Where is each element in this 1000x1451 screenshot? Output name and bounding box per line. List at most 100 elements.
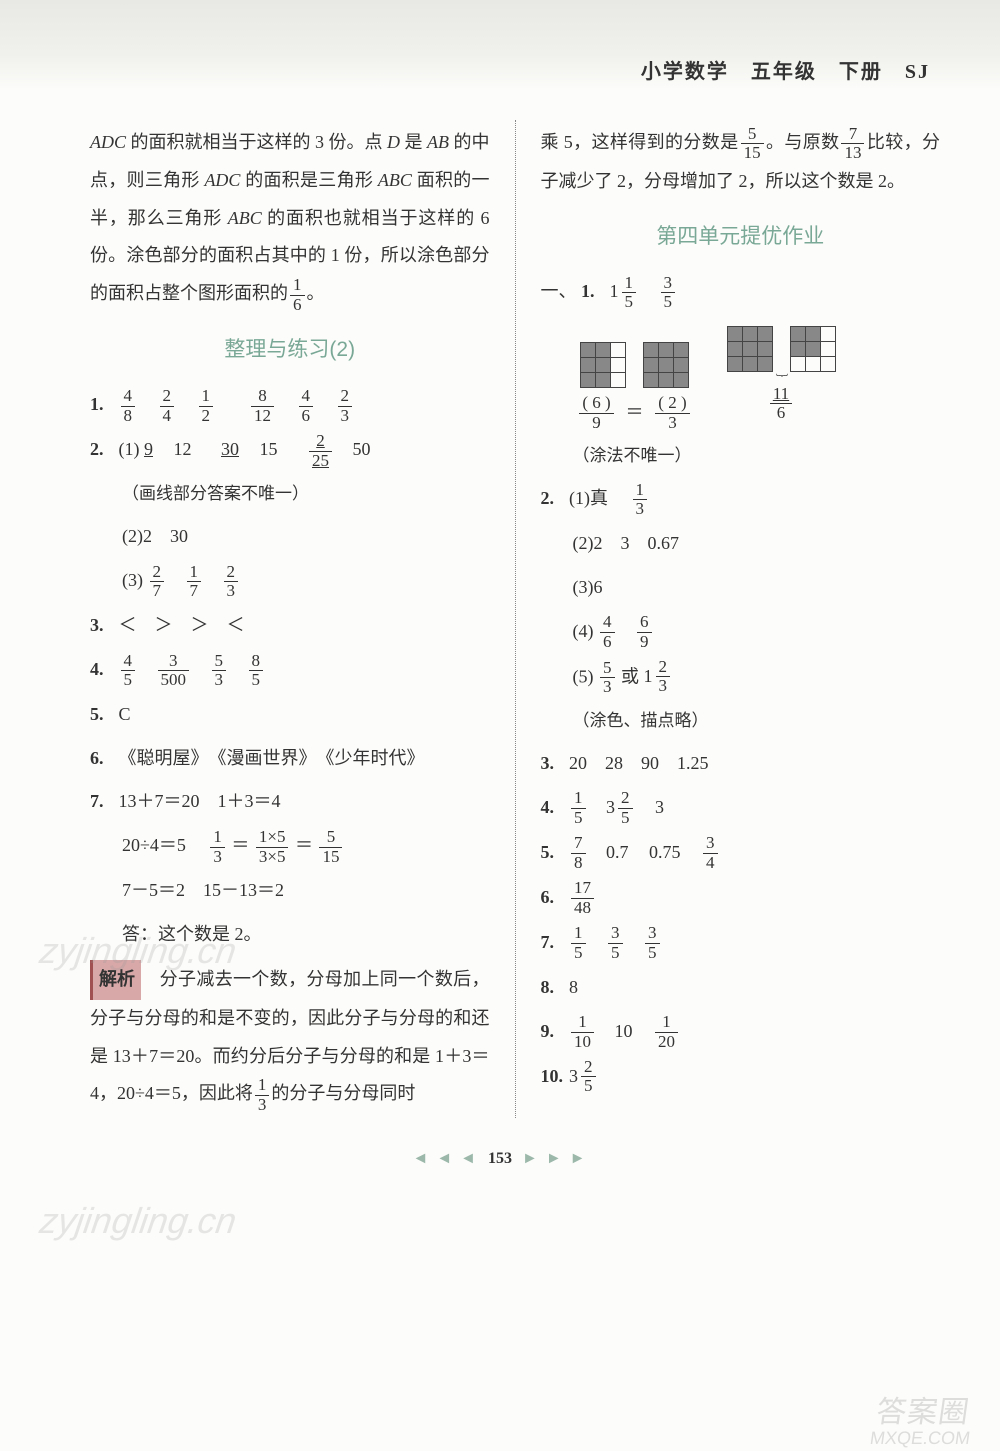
t: ABC <box>378 170 412 190</box>
q2-3: (3) 27 17 23 <box>90 562 490 601</box>
arrow-right-icon: ► ► ► <box>522 1150 588 1167</box>
q4: 4. 45 3500 53 85 <box>90 651 490 690</box>
lbl: (1) <box>119 439 140 459</box>
f: 35 <box>608 924 623 962</box>
mixed: 325 <box>569 1058 598 1096</box>
r-q2-note: （涂色、描点略） <box>541 703 941 739</box>
r-q4: 4. 15 325 3 <box>541 789 941 828</box>
r-q1-note: （涂法不唯一） <box>541 438 941 474</box>
analysis-label: 解析 <box>90 960 141 1000</box>
t: 的面积就相当于这样的 3 份。点 <box>126 132 387 152</box>
f: 13 <box>633 481 648 519</box>
t: 20 28 90 1.25 <box>569 753 709 773</box>
v: 50 <box>353 431 371 469</box>
f: 46 <box>600 613 615 651</box>
cont-para: 乘 5，这样得到的分数是515。与原数713比较，分子减少了 2，分母增加了 2… <box>541 124 941 201</box>
t: ADC <box>204 170 240 190</box>
or: 或 <box>621 666 644 686</box>
f: 12 <box>199 387 214 425</box>
watermark-url: MXQE.COM <box>869 1428 972 1449</box>
header-band: 小学数学 五年级 下册 SJ <box>0 0 1000 90</box>
qn: 8. <box>541 969 565 1007</box>
page: 小学数学 五年级 下册 SJ ADC 的面积就相当于这样的 3 份。点 D 是 … <box>0 0 1000 1451</box>
r-q2-1: 2. (1)真 13 <box>541 480 941 519</box>
t: 13＋7＝20 1＋3＝4 <box>119 791 281 811</box>
lbl: (3) <box>122 570 143 590</box>
t: ＝ <box>231 835 249 855</box>
t: C <box>119 704 131 724</box>
f: 225 <box>309 432 332 470</box>
v: 0.75 <box>649 834 681 872</box>
r-q2-3: (3)6 <box>541 569 941 607</box>
mixed: 115 <box>610 273 639 312</box>
q2-1: 2. (1) 9 12 30 15 225 50 <box>90 431 490 470</box>
r-q2-2: (2)2 3 0.67 <box>541 525 941 563</box>
f: 23 <box>338 387 353 425</box>
r-q7: 7. 15 35 35 <box>541 924 941 963</box>
qn: 4. <box>541 789 565 827</box>
qn: 3. <box>541 745 565 783</box>
qn: 5. <box>541 834 565 872</box>
content-columns: ADC 的面积就相当于这样的 3 份。点 D 是 AB 的中点，则三角形 ADC… <box>0 90 1000 1138</box>
mixed: 123 <box>644 658 673 696</box>
r-q10: 10. 325 <box>541 1058 941 1096</box>
qn: 4. <box>90 651 114 689</box>
f: 35 <box>645 924 660 962</box>
f: 34 <box>703 834 718 872</box>
f: 1748 <box>571 879 594 917</box>
f: 85 <box>249 652 264 690</box>
t: 的分子与分母同时 <box>271 1083 415 1103</box>
brace-icon: ︸ <box>719 376 843 384</box>
yi: 一、 <box>541 281 577 301</box>
f: 69 <box>637 613 652 651</box>
q6: 6. 《聪明屋》 《漫画世界》 《少年时代》 <box>90 740 490 778</box>
f: 812 <box>251 387 274 425</box>
v: 3 <box>655 789 664 827</box>
watermark: zyjingling.cn <box>37 1200 239 1242</box>
f: 110 <box>571 1013 594 1051</box>
header-text: 小学数学 五年级 下册 SJ <box>641 55 930 84</box>
f: 53 <box>212 652 227 690</box>
v: 10 <box>615 1013 633 1051</box>
t: 乘 5，这样得到的分数是 <box>541 132 739 152</box>
q2-note: （画线部分答案不唯一） <box>90 476 490 512</box>
section-title-unit4: 第四单元提优作业 <box>541 215 941 259</box>
t: ＜ ＞ ＞ ＜ <box>119 615 245 635</box>
f: 120 <box>655 1013 678 1051</box>
r-q5: 5. 78 0.7 0.75 34 <box>541 834 941 873</box>
r-q2-4: (4) 46 69 <box>541 613 941 652</box>
f: 78 <box>571 834 586 872</box>
q5: 5. C <box>90 696 490 734</box>
grid-group-2: ︸ 116 <box>719 318 843 423</box>
t: D <box>387 132 400 152</box>
watermark-logo: 答案圈 <box>874 1387 973 1431</box>
page-footer: ◄ ◄ ◄ 153 ► ► ► <box>0 1138 1000 1188</box>
t: ABC <box>228 208 262 228</box>
page-number: 153 <box>488 1150 512 1167</box>
frac-1-6: 16 <box>290 276 305 314</box>
t: ADC <box>90 132 126 152</box>
q2-2: (2)2 30 <box>90 518 490 556</box>
q7-3: 7－5＝2 15－13＝2 <box>90 872 490 910</box>
grid-group-1: ( 6 )9 ＝ ( 2 )3 <box>573 334 697 432</box>
v: 12 <box>174 431 192 469</box>
v: 9 <box>144 431 153 469</box>
qn: 7. <box>90 783 114 821</box>
mixed: 325 <box>606 789 635 828</box>
r-q9: 9. 110 10 120 <box>541 1013 941 1052</box>
f: 15 <box>571 924 586 962</box>
r-q8: 8. 8 <box>541 969 941 1007</box>
f: ( 6 )9 <box>579 394 613 432</box>
grid-diagrams: ( 6 )9 ＝ ( 2 )3 <box>541 318 941 432</box>
lbl: (1)真 <box>569 488 626 508</box>
t: 《聪明屋》 《漫画世界》 《少年时代》 <box>119 748 425 768</box>
t: 8 <box>569 977 578 997</box>
f: 24 <box>160 387 175 425</box>
f: 3500 <box>158 652 190 690</box>
v: 0.7 <box>606 834 629 872</box>
qn: 1. <box>90 386 114 424</box>
f: 23 <box>224 563 239 601</box>
f: 17 <box>187 563 202 601</box>
qn: 6. <box>541 879 565 917</box>
qn: 1. <box>581 273 605 311</box>
